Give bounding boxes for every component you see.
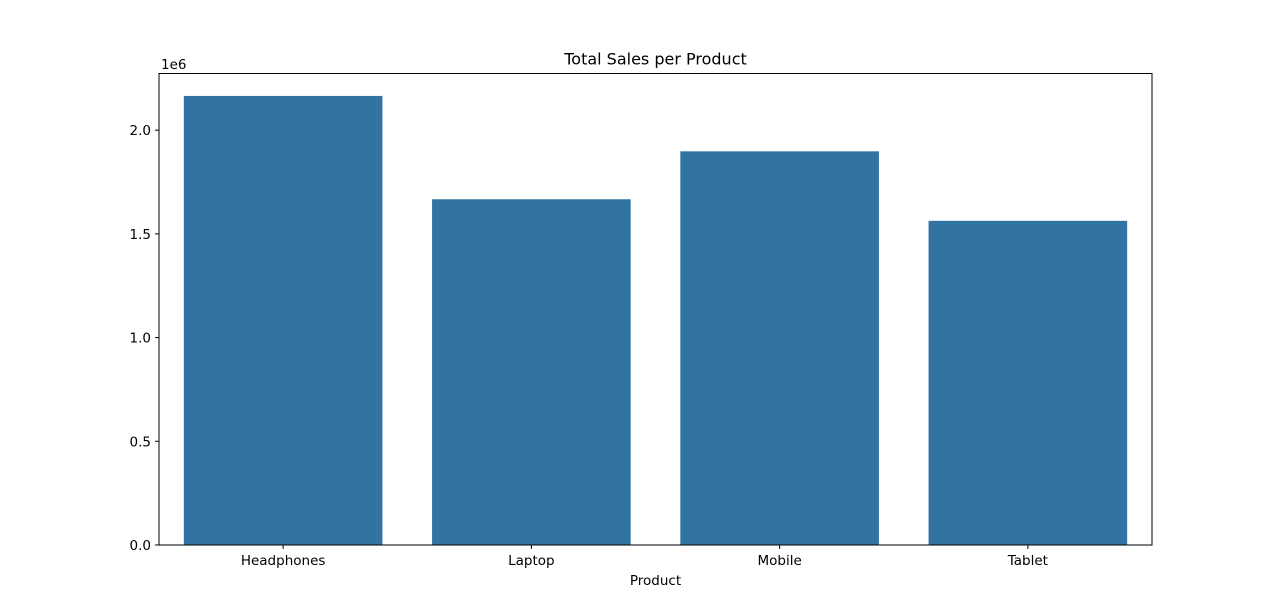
y-tick-label: 1.0 — [130, 331, 151, 347]
y-tick-label: 2.0 — [130, 123, 151, 139]
y-tick-label: 0.5 — [130, 434, 151, 450]
x-tick-label: Mobile — [757, 553, 801, 569]
bars-group — [183, 95, 1128, 545]
x-tick-label: Headphones — [241, 553, 326, 569]
x-axis-label: Product — [630, 573, 681, 589]
y-axis-ticks: 0.0 0.5 1.0 1.5 2.0 — [130, 123, 159, 554]
x-tick-label: Tablet — [1007, 553, 1048, 569]
plot-area-frame — [158, 73, 1153, 546]
bar-tablet — [928, 220, 1128, 545]
bar-laptop — [432, 199, 631, 545]
bar-mobile — [680, 151, 879, 545]
x-tick-label: Laptop — [508, 553, 555, 569]
y-tick-label: 0.0 — [130, 538, 151, 554]
chart-title: Total Sales per Product — [563, 50, 747, 69]
x-axis-ticks: Headphones Laptop Mobile Tablet — [241, 545, 1048, 569]
y-tick-label: 1.5 — [130, 227, 151, 243]
y-axis-offset-label: 1e6 — [161, 57, 186, 73]
bar-headphones — [183, 95, 383, 545]
